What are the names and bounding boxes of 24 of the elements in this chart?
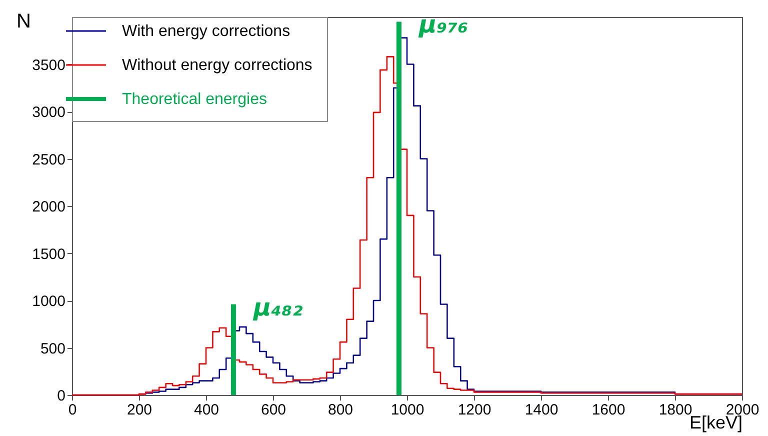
- x-tick-label: 400: [194, 402, 220, 418]
- x-tick-label: 200: [126, 402, 152, 418]
- x-tick-label: 600: [260, 402, 286, 418]
- y-tick-label: 1000: [32, 293, 66, 310]
- x-tick-label: 1800: [658, 402, 692, 418]
- y-tick-label: 2000: [32, 198, 66, 216]
- legend-label: Theoretical energies: [122, 91, 267, 108]
- x-tick-label: 0: [68, 402, 77, 418]
- annotation: μ₉₇₆: [418, 10, 468, 39]
- y-axis-title: N: [16, 10, 31, 32]
- x-tick-label: 1600: [592, 402, 626, 418]
- y-tick-label: 500: [40, 340, 66, 358]
- y-tick-label: 3000: [32, 104, 66, 121]
- x-tick-label: 1000: [390, 402, 424, 418]
- y-tick-label: 3500: [32, 56, 66, 74]
- legend-label: With energy corrections: [122, 23, 290, 40]
- x-tick-label: 1200: [458, 402, 492, 418]
- y-tick-label: 2500: [32, 151, 66, 168]
- x-tick-label: 800: [328, 402, 354, 418]
- y-tick-label: 1500: [32, 246, 66, 263]
- y-tick-label: 0: [57, 388, 66, 404]
- annotation: μ₄₈₂: [252, 293, 304, 322]
- legend-label: Without energy corrections: [122, 57, 312, 74]
- x-tick-label: 1400: [524, 402, 558, 418]
